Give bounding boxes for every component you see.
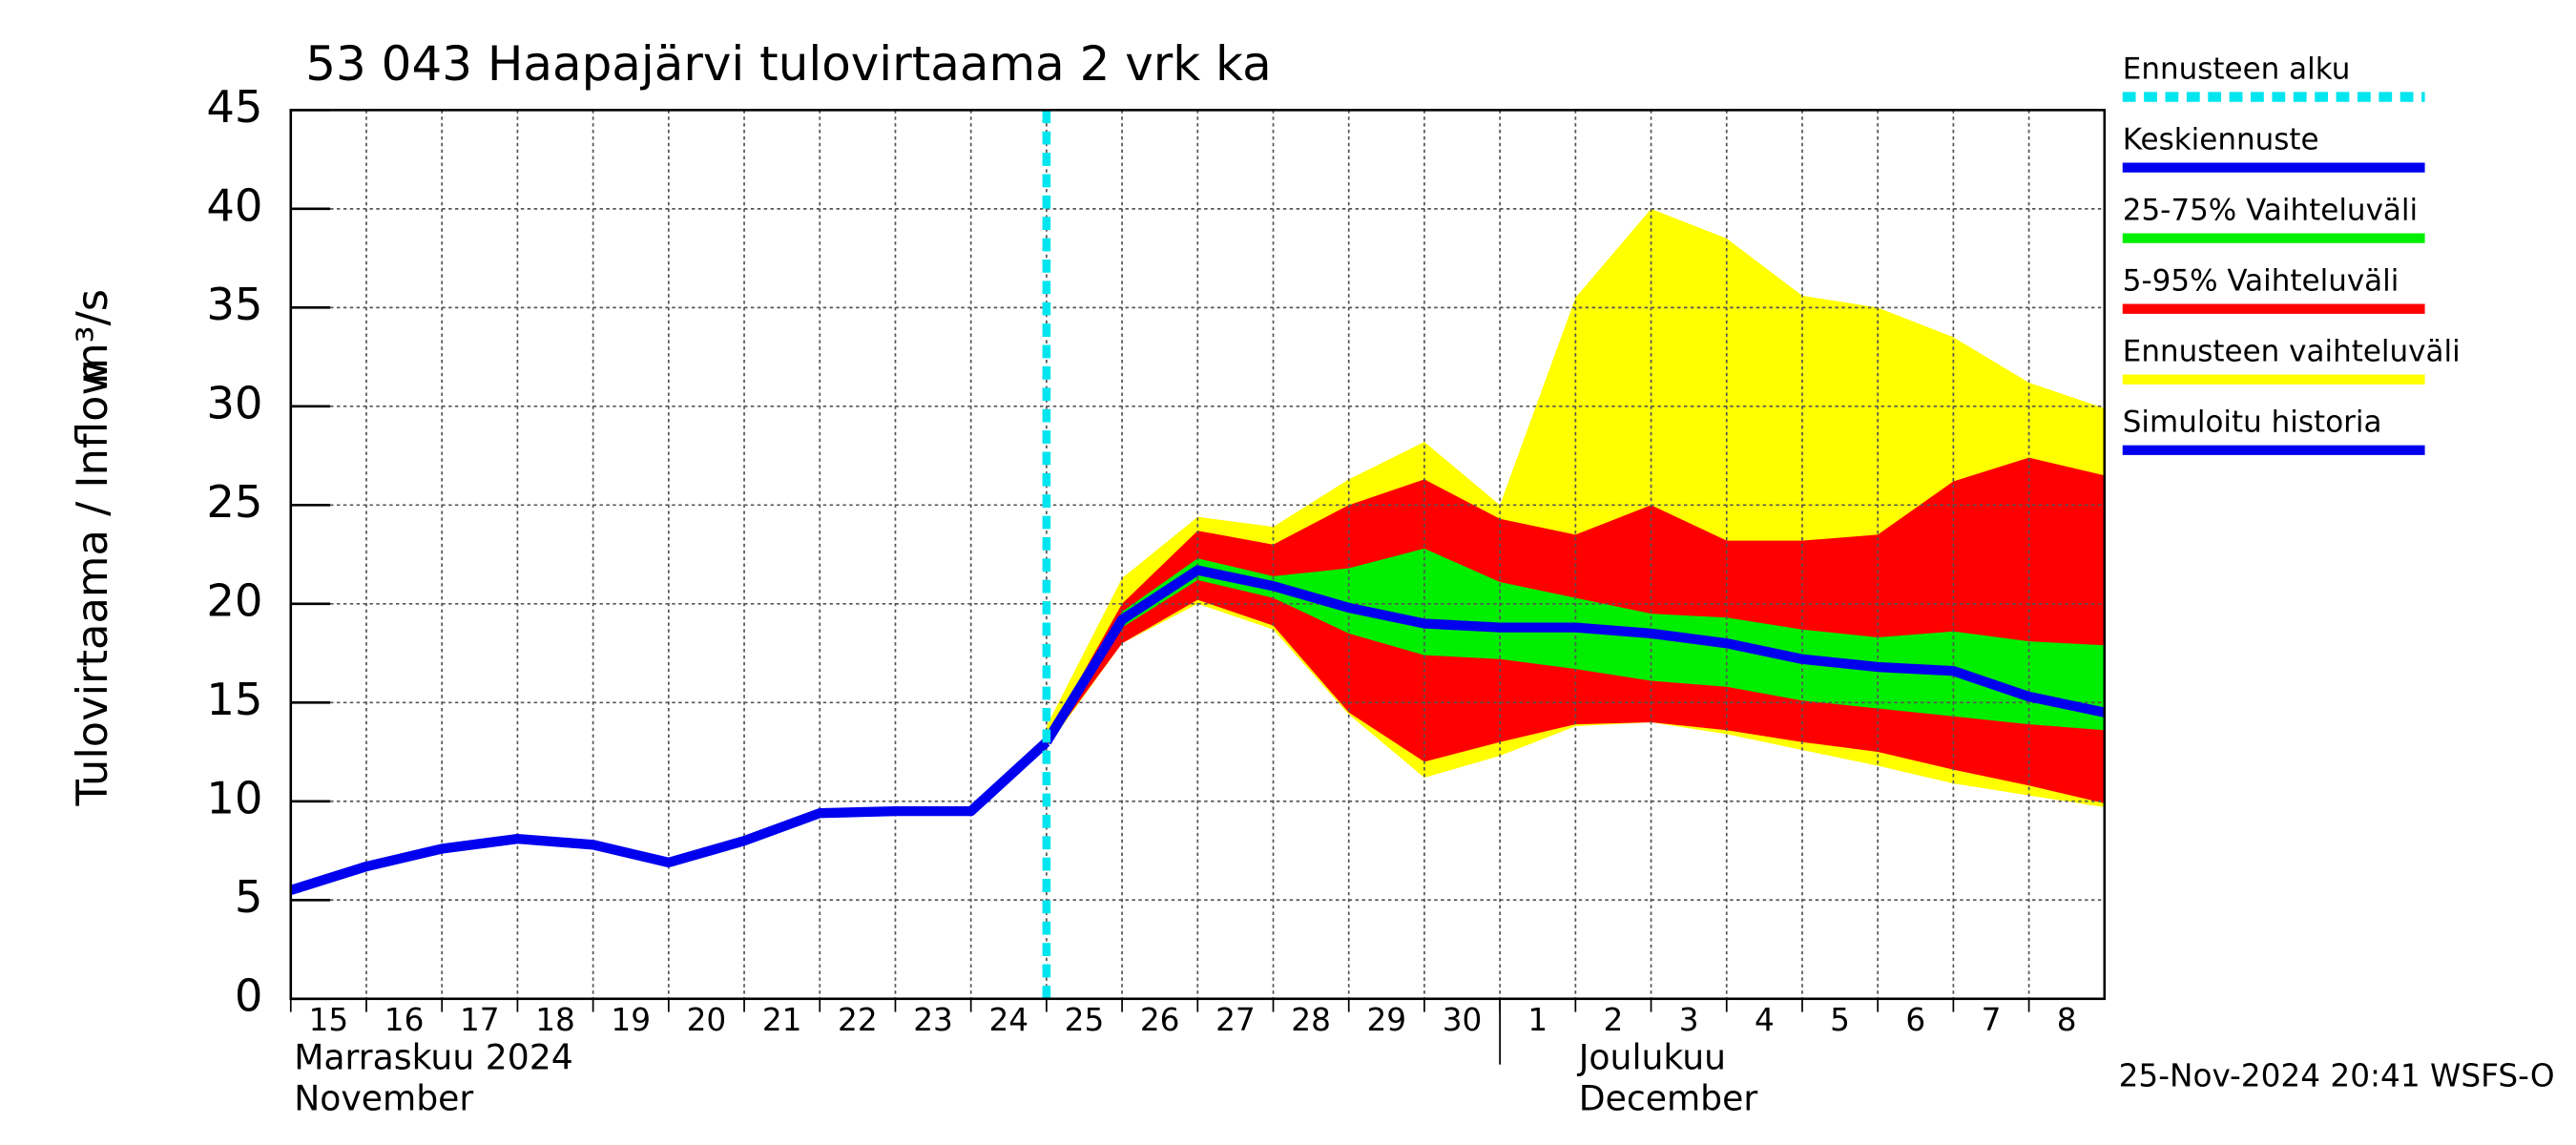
x-tick-label: 4 — [1755, 1002, 1775, 1038]
x-tick-label: 7 — [1982, 1002, 2002, 1038]
x-tick-label: 8 — [2057, 1002, 2077, 1038]
x-tick-label: 22 — [838, 1002, 878, 1038]
x-tick-label: 19 — [611, 1002, 651, 1038]
plot-frame — [289, 109, 2107, 1001]
y-tick-label: 40 — [206, 179, 262, 231]
y-tick-label: 45 — [206, 81, 262, 133]
x-tick-label: 25 — [1065, 1002, 1105, 1038]
y-tick-label: 0 — [235, 969, 263, 1021]
x-tick-label: 6 — [1905, 1002, 1925, 1038]
x-tick-label: 17 — [460, 1002, 500, 1038]
x-tick-label: 3 — [1679, 1002, 1699, 1038]
y-tick-label: 35 — [206, 279, 262, 330]
chart-title: 53 043 Haapajärvi tulovirtaama 2 vrk ka — [305, 36, 1271, 92]
line — [289, 738, 1050, 895]
x-tick-label: 1 — [1527, 1002, 1548, 1038]
x-tick-label: 23 — [913, 1002, 953, 1038]
x-tick-label: 26 — [1140, 1002, 1180, 1038]
y-tick-label: 5 — [235, 871, 263, 923]
x-tick-label: 15 — [309, 1002, 349, 1038]
month-label: November — [294, 1078, 473, 1119]
x-tick-label: 20 — [687, 1002, 727, 1038]
y-tick-label: 25 — [206, 476, 262, 528]
x-tick-label: 16 — [384, 1002, 425, 1038]
y-tick-label: 30 — [206, 377, 262, 428]
x-tick-label: 2 — [1604, 1002, 1624, 1038]
legend-label: Ennusteen alku — [2123, 52, 2351, 87]
month-label: Marraskuu 2024 — [294, 1036, 573, 1077]
x-tick-label: 28 — [1291, 1002, 1331, 1038]
y-axis-label: Tulovirtaama / Inflow — [67, 361, 117, 807]
x-tick-label: 21 — [762, 1002, 802, 1038]
y-tick-label: 20 — [206, 574, 262, 626]
legend-label: Ennusteen vaihteluväli — [2123, 335, 2461, 369]
x-tick-label: 30 — [1443, 1002, 1483, 1038]
legend-label: 5-95% Vaihteluväli — [2123, 264, 2399, 299]
y-axis-unit: m³/s — [67, 289, 117, 385]
legend-label: Keskiennuste — [2123, 123, 2319, 157]
line — [1042, 565, 2106, 745]
y-tick-label: 15 — [206, 674, 262, 725]
timestamp: 25-Nov-2024 20:41 WSFS-O — [2119, 1057, 2555, 1093]
y-tick-label: 10 — [206, 772, 262, 823]
x-tick-label: 27 — [1215, 1002, 1256, 1038]
month-label: Joulukuu — [1577, 1036, 1726, 1077]
month-label: December — [1579, 1078, 1758, 1119]
legend-label: Simuloitu historia — [2123, 406, 2382, 440]
x-tick-label: 5 — [1830, 1002, 1850, 1038]
legend-label: 25-75% Vaihteluväli — [2123, 194, 2418, 228]
x-tick-label: 18 — [535, 1002, 575, 1038]
x-tick-label: 24 — [988, 1002, 1028, 1038]
x-tick-label: 29 — [1367, 1002, 1407, 1038]
